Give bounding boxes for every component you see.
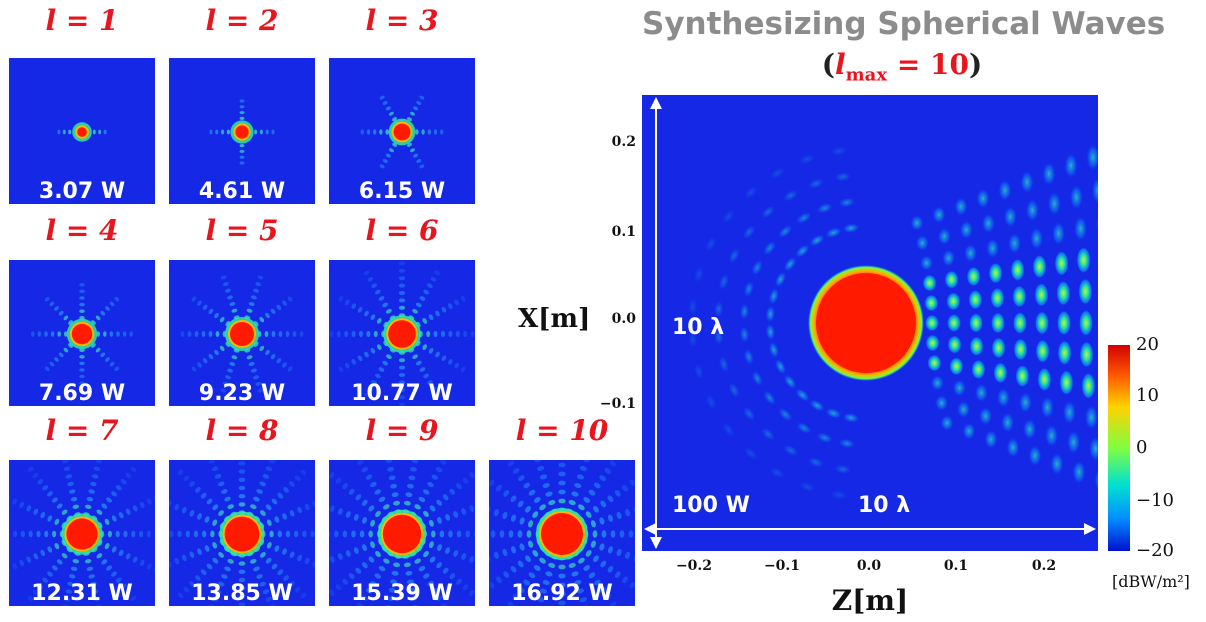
panel-label-l6: l = 6: [365, 214, 439, 247]
power-label: 100 W: [672, 493, 750, 518]
panel-label-l5: l = 5: [205, 214, 279, 247]
x-tick-label: −0.1: [763, 558, 801, 574]
y-tick-label: 0.0: [611, 311, 636, 327]
panel-label-l1: l = 1: [45, 4, 119, 37]
panel-label-l2: l = 2: [205, 4, 279, 37]
arrowhead-down: [650, 537, 662, 549]
arrowhead-left: [644, 523, 656, 535]
panel-power-l4: 7.69 W: [38, 381, 126, 406]
panel-plot-l8: 13.85 W: [169, 460, 315, 606]
panel-plot-l1: 3.07 W: [9, 58, 155, 204]
panel-label-l8: l = 8: [205, 414, 279, 447]
y-tick-label: 0.2: [611, 134, 636, 150]
x-axis-label: Z[m]: [831, 584, 909, 617]
colorbar-tick-label: 0: [1136, 437, 1148, 458]
field-ripples: [687, 143, 1098, 501]
panel-power-l6: 10.77 W: [351, 381, 453, 406]
panel-label-l9: l = 9: [365, 414, 439, 447]
panel-plot-l5: 9.23 W: [169, 260, 315, 406]
panel-plot-l9: 15.39 W: [329, 460, 475, 606]
panel-plot-l2: 4.61 W: [169, 58, 315, 204]
vertical-extent-label: 10 λ: [672, 315, 725, 340]
y-tick-label: −0.1: [599, 396, 636, 412]
x-tick-label: 0.1: [943, 558, 969, 574]
arrowhead-right: [1084, 523, 1096, 535]
y-axis-label: X[m]: [518, 304, 591, 334]
panel-label-l7: l = 7: [45, 414, 119, 447]
arrowhead-up: [650, 97, 662, 109]
panel-power-l10: 16.92 W: [511, 581, 613, 606]
main-title: Synthesizing Spherical Waves: [642, 6, 1166, 42]
panel-power-l5: 9.23 W: [198, 381, 286, 406]
colorbar-tick-label: −20: [1136, 540, 1174, 561]
x-tick-label: −0.2: [675, 558, 713, 574]
panel-plot-l6: 10.77 W: [329, 260, 475, 406]
panel-plot-l10: 16.92 W: [489, 460, 635, 606]
colorbar-tick-label: 10: [1136, 385, 1159, 406]
x-tick-label: 0.0: [856, 558, 882, 574]
colorbar-tick-label: 20: [1136, 334, 1159, 355]
panel-plot-l4: 7.69 W: [9, 260, 155, 406]
field-core-center: [816, 273, 916, 373]
y-tick-label: 0.1: [611, 224, 636, 240]
panel-power-l7: 12.31 W: [31, 581, 133, 606]
colorbar-unit: [dBW/m²]: [1112, 572, 1190, 591]
panel-plot-l7: 12.31 W: [9, 460, 155, 606]
panel-plot-l3: 6.15 W: [329, 58, 475, 204]
main-subtitle: (lmax = 10): [821, 48, 983, 86]
panel-label-l10: l = 10: [515, 414, 609, 447]
panel-power-l8: 13.85 W: [191, 581, 293, 606]
colorbar-tick-label: −10: [1136, 490, 1174, 511]
colorbar: [1108, 345, 1130, 551]
panel-power-l9: 15.39 W: [351, 581, 453, 606]
panel-power-l3: 6.15 W: [358, 179, 446, 204]
panel-power-l2: 4.61 W: [198, 179, 286, 204]
panel-power-l1: 3.07 W: [38, 179, 126, 204]
horizontal-extent-label: 10 λ: [858, 493, 911, 518]
x-tick-label: 0.2: [1031, 558, 1057, 574]
panel-label-l3: l = 3: [365, 4, 439, 37]
panel-label-l4: l = 4: [45, 214, 119, 247]
main-field-plot: 10 λ 100 W 10 λ: [642, 95, 1098, 551]
